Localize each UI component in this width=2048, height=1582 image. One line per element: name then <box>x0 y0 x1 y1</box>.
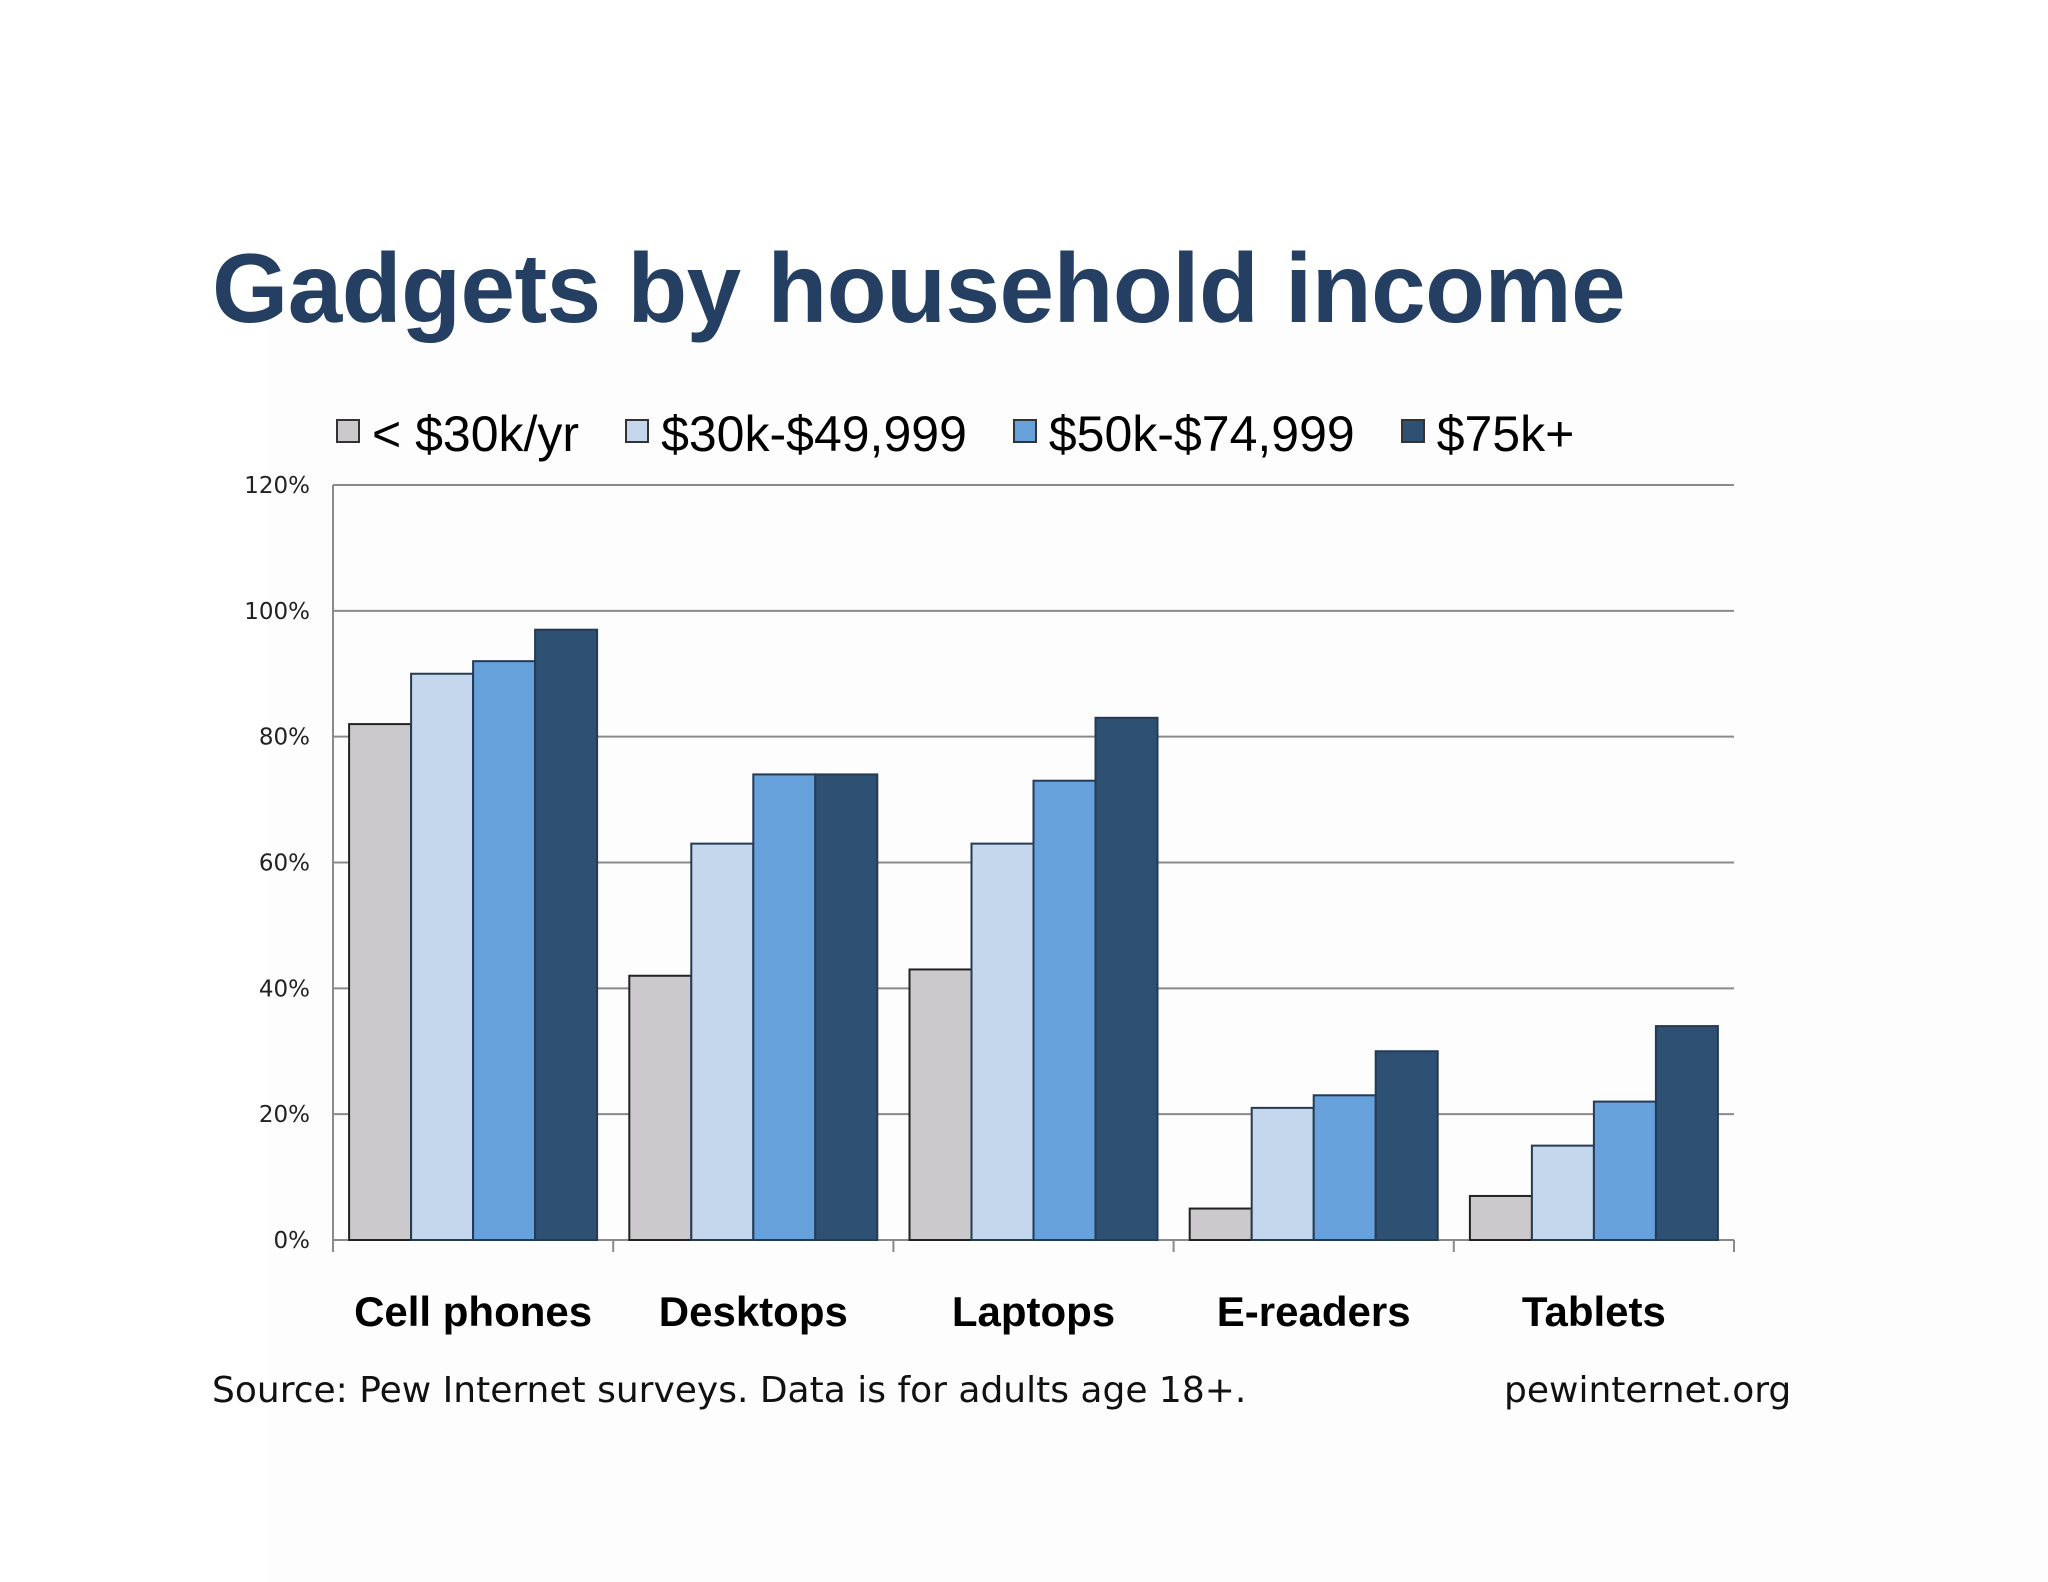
bar <box>1188 1207 1253 1241</box>
source-note: Source: Pew Internet surveys. Data is fo… <box>212 1370 1247 1411</box>
legend-item-2: $30k-$49,999 <box>625 405 967 463</box>
bar <box>472 660 537 1241</box>
x-tick-label: E-readers <box>1217 1288 1411 1335</box>
page-title: Gadgets by household income <box>212 233 1626 343</box>
bar <box>1094 716 1159 1241</box>
x-tick-label: Desktops <box>659 1288 848 1335</box>
legend-item-4: $75k+ <box>1400 405 1575 463</box>
site-url: pewinternet.org <box>1504 1370 1792 1411</box>
y-tick-label: 80% <box>259 725 310 751</box>
bar <box>534 628 599 1241</box>
legend-swatch-4 <box>1400 419 1425 443</box>
legend-swatch-3 <box>1012 419 1037 443</box>
bar <box>690 842 755 1241</box>
legend-label-3: $50k-$74,999 <box>1048 406 1355 462</box>
bar <box>410 672 475 1241</box>
y-tick-label: 60% <box>259 851 310 877</box>
bar <box>348 723 413 1241</box>
legend-swatch-2 <box>625 419 650 443</box>
bar <box>1530 1144 1595 1241</box>
chart-legend: < $30k/yr $30k-$49,999 $50k-$74,999 $75k… <box>336 404 1620 464</box>
legend-label-1: < $30k/yr <box>372 406 580 462</box>
bar <box>1032 779 1097 1241</box>
legend-swatch-1 <box>336 419 360 443</box>
bar <box>970 842 1035 1241</box>
legend-label-2: $30k-$49,999 <box>661 406 967 462</box>
bar <box>1312 1094 1377 1241</box>
bar <box>628 974 693 1241</box>
y-tick-label: 40% <box>259 976 310 1002</box>
y-tick-label: 0% <box>274 1228 311 1254</box>
y-tick-label: 100% <box>244 599 310 625</box>
x-tick-label: Tablets <box>1522 1288 1666 1335</box>
x-tick-label: Laptops <box>952 1288 1115 1335</box>
bar <box>1250 1106 1315 1241</box>
bar <box>752 773 817 1242</box>
bar <box>908 968 973 1241</box>
y-tick-label: 120% <box>244 473 310 499</box>
bar <box>1374 1050 1439 1241</box>
legend-item-1: < $30k/yr <box>336 405 579 463</box>
legend-item-3: $50k-$74,999 <box>1012 405 1355 463</box>
y-tick-label: 20% <box>259 1102 310 1128</box>
bar <box>1654 1025 1719 1242</box>
bar <box>814 773 879 1242</box>
x-tick-label: Cell phones <box>354 1288 592 1335</box>
bar <box>1592 1100 1657 1242</box>
legend-label-4: $75k+ <box>1436 406 1575 462</box>
bar <box>1468 1194 1533 1242</box>
